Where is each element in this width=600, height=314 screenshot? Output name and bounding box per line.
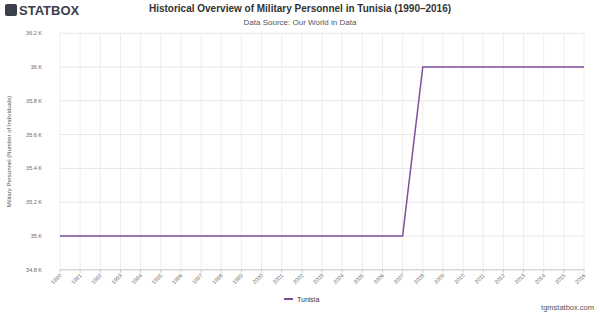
logo-text: STATBOX (19, 3, 80, 18)
title: Historical Overview of Military Personne… (149, 3, 451, 14)
x-grid-line (100, 33, 101, 270)
y-tick-label: 35.6 K (26, 132, 42, 138)
y-tick-label: 35.2 K (26, 199, 42, 205)
x-grid-line (523, 33, 524, 270)
x-tick-label: 2000 (251, 272, 264, 285)
x-tick-label: 2005 (352, 272, 365, 285)
y-tick-label: 34.8 K (26, 267, 42, 273)
x-grid-line (201, 33, 202, 270)
x-grid-line (60, 33, 61, 270)
x-axis-line (60, 269, 584, 270)
x-tick-label: 2009 (433, 272, 446, 285)
y-tick-label: 35.4 K (26, 165, 42, 171)
chart: STATBOX Historical Overview of Military P… (0, 0, 600, 314)
y-tick-label: 35 K (31, 233, 43, 239)
x-tick-label: 2012 (493, 272, 506, 285)
x-grid-line (442, 33, 443, 270)
x-grid-line (221, 33, 222, 270)
x-tick-label: 2001 (271, 272, 284, 285)
logo-icon (5, 4, 17, 16)
legend: Tunisia (284, 296, 319, 303)
y-axis-label: Military Personnel (Number of Individual… (6, 96, 12, 207)
footer-site: tgmstatbox.com (541, 303, 594, 312)
legend-swatch (284, 298, 293, 300)
logo: STATBOX (5, 3, 80, 18)
x-grid-line (281, 33, 282, 270)
x-grid-line (362, 33, 363, 270)
x-grid-line (241, 33, 242, 270)
x-tick-label: 1992 (90, 272, 103, 285)
x-grid-line (563, 33, 564, 270)
x-tick-label: 2008 (413, 272, 426, 285)
grid (60, 33, 584, 270)
series-line (60, 67, 584, 236)
x-tick-label: 1999 (231, 272, 244, 285)
x-grid-line (322, 33, 323, 270)
x-tick-label: 1994 (130, 272, 143, 285)
x-grid-line (140, 33, 141, 270)
x-grid-line (342, 33, 343, 270)
x-grid-line (80, 33, 81, 270)
x-tick-label: 1998 (211, 272, 224, 285)
x-grid-line (584, 33, 585, 270)
y-tick-label: 36.2 K (26, 30, 42, 36)
subtitle: Data Source: Our World in Data (244, 18, 357, 27)
x-tick-label: 2003 (312, 272, 325, 285)
x-tick-label: 2013 (513, 272, 526, 285)
x-grid-line (301, 33, 302, 270)
legend-label: Tunisia (297, 296, 319, 303)
x-tick-label: 2016 (574, 272, 587, 285)
x-tick-label: 2006 (372, 272, 385, 285)
x-tick-label: 2002 (292, 272, 305, 285)
plot-area (60, 67, 584, 236)
x-grid-line (382, 33, 383, 270)
x-grid-line (261, 33, 262, 270)
x-tick-label: 1991 (70, 272, 83, 285)
x-grid-line (180, 33, 181, 270)
x-tick-label: 2014 (533, 272, 546, 285)
x-tick-label: 1993 (110, 272, 123, 285)
x-tick-label: 2015 (554, 272, 567, 285)
x-grid-line (160, 33, 161, 270)
y-grid-line (60, 269, 584, 270)
x-grid-line (120, 33, 121, 270)
x-tick-label: 1996 (171, 272, 184, 285)
x-grid-line (463, 33, 464, 270)
x-tick-label: 2004 (332, 272, 345, 285)
y-tick-label: 35.8 K (26, 98, 42, 104)
x-tick-label: 1995 (151, 272, 164, 285)
x-grid-line (483, 33, 484, 270)
x-grid-line (543, 33, 544, 270)
x-grid-line (503, 33, 504, 270)
x-tick-label: 2011 (473, 272, 486, 285)
x-tick-label: 1997 (191, 272, 204, 285)
x-tick-label: 2007 (392, 272, 405, 285)
x-tick-label: 1990 (50, 272, 63, 285)
y-tick-label: 36 K (31, 64, 43, 70)
x-tick-label: 2010 (453, 272, 466, 285)
